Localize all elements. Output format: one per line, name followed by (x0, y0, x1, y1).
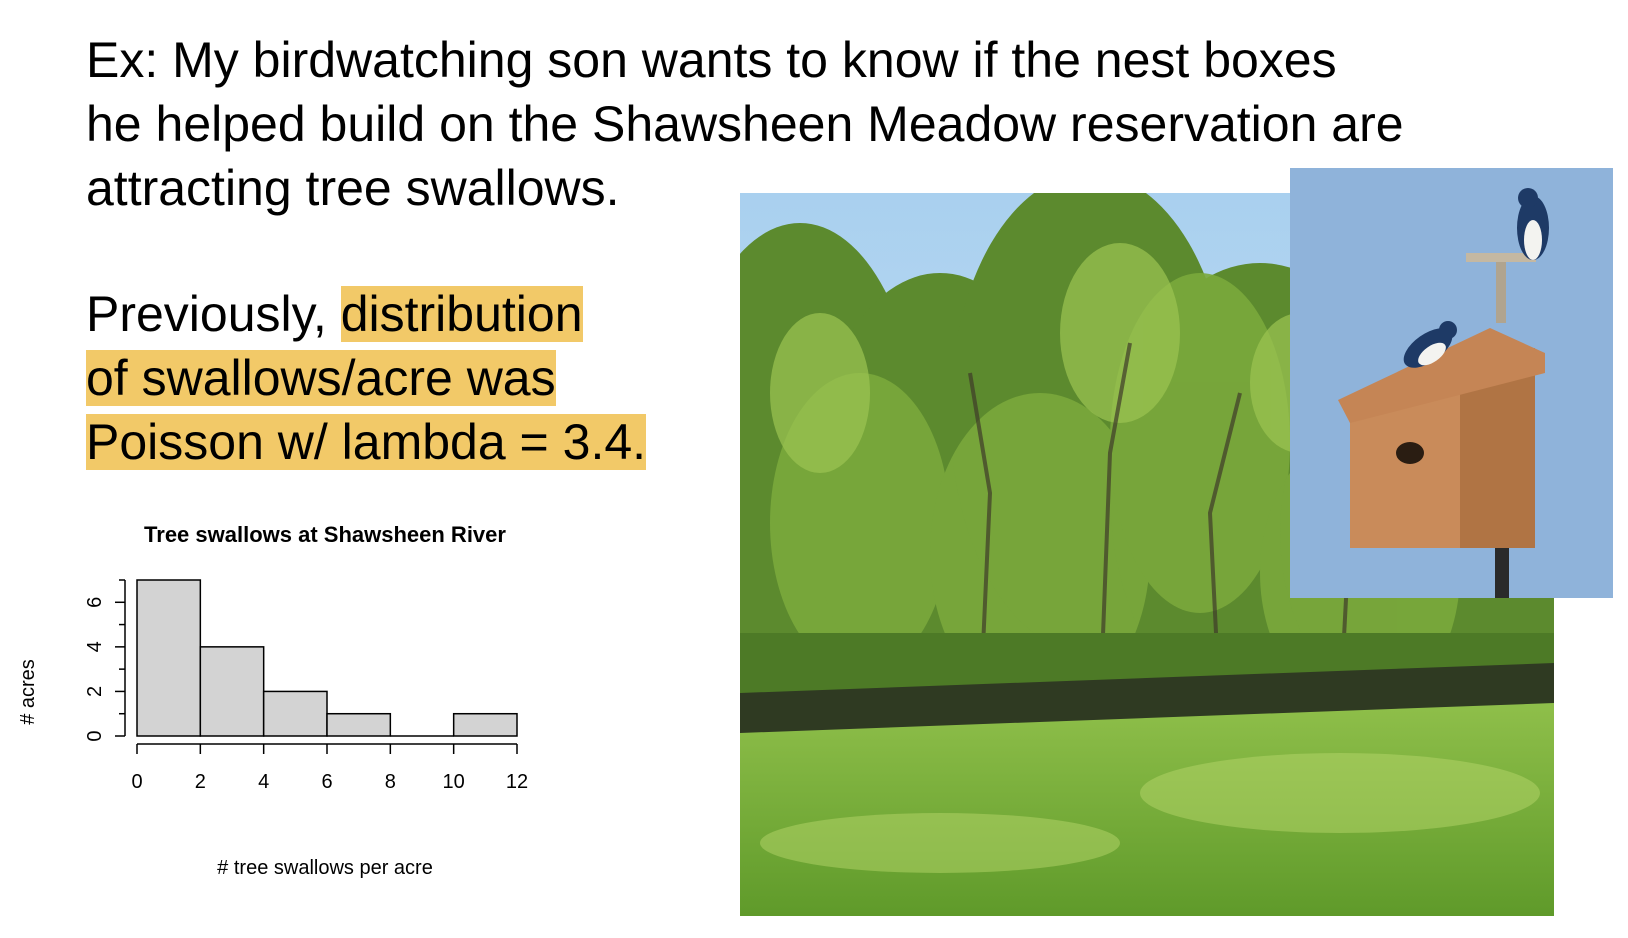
highlight-poisson-lambda: Poisson w/ lambda = 3.4. (86, 414, 647, 470)
x-tick-label: 12 (506, 771, 528, 793)
entry-hole (1396, 442, 1424, 464)
x-tick-label: 4 (258, 771, 269, 793)
previously-statement: Previously, distribution of swallows/acr… (86, 282, 726, 474)
y-tick-label: 6 (84, 597, 106, 608)
x-tick-label: 0 (131, 771, 142, 793)
swallow-roof (1403, 321, 1457, 368)
y-tick-label: 0 (84, 730, 106, 741)
intro-line-3: attracting tree swallows. (86, 160, 620, 216)
x-tick-label: 8 (385, 771, 396, 793)
pole (1495, 548, 1509, 598)
highlight-swallows-acre: of swallows/acre was (86, 350, 556, 406)
histogram-bar (452, 712, 518, 737)
y-tick-label: 2 (84, 686, 106, 697)
histogram-svg: Tree swallows at Shawsheen River # tree … (17, 522, 528, 879)
x-tick-label: 2 (195, 771, 206, 793)
histogram-bar (136, 579, 202, 737)
intro-line-2: he helped build on the Shawsheen Meadow … (86, 96, 1404, 152)
histogram-bar (326, 712, 392, 737)
x-tick-label: 6 (321, 771, 332, 793)
histogram-bar (262, 690, 328, 737)
y-axis-label: # acres (17, 659, 39, 725)
nest-box-illustration (1290, 168, 1613, 598)
x-tick-label: 10 (443, 771, 465, 793)
chart-title: Tree swallows at Shawsheen River (144, 522, 506, 547)
y-tick-label: 4 (84, 641, 106, 652)
previously-lead: Previously, (86, 286, 341, 342)
histogram-chart: Tree swallows at Shawsheen River # tree … (0, 512, 560, 902)
x-axis-label: # tree swallows per acre (217, 857, 433, 879)
bars-group (136, 579, 518, 737)
swallow-top (1517, 188, 1549, 260)
histogram-bar (199, 646, 265, 737)
y-axis: 0 2 4 6 (84, 579, 126, 742)
intro-line-1: Ex: My birdwatching son wants to know if… (86, 32, 1337, 88)
highlight-distribution: distribution (340, 286, 583, 342)
nest-box-swallows-photo (1290, 168, 1613, 598)
intro-text: Ex: My birdwatching son wants to know if… (86, 28, 1606, 220)
x-axis: 0 2 4 6 8 10 12 (131, 743, 528, 793)
